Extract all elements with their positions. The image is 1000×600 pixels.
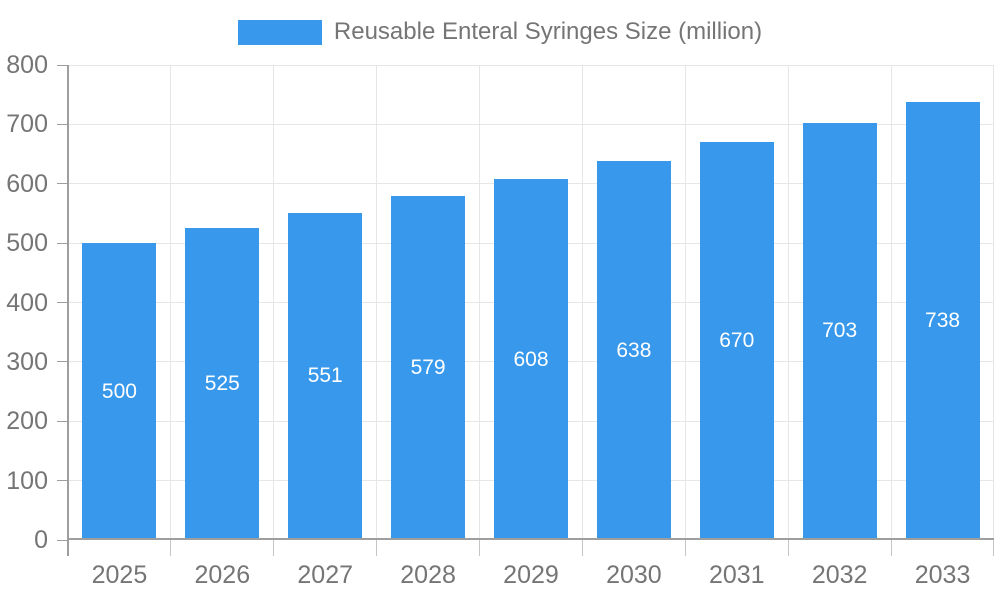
x-tick: [581, 540, 583, 556]
x-tick: [684, 540, 686, 556]
bar-value-label: 500: [101, 379, 137, 403]
x-gridline: [479, 65, 481, 540]
y-tick: [57, 123, 68, 125]
plot-area: 0 100 200 300 400 500 600 700 800 500 2025 525 2026 5…: [6, 51, 994, 589]
x-gridline: [273, 65, 275, 540]
bar[interactable]: 738: [905, 101, 980, 540]
x-tick-label: 2029: [503, 561, 559, 589]
x-gridline: [684, 65, 686, 540]
x-tick-label: 2031: [708, 561, 765, 589]
y-tick-label: 400: [6, 288, 48, 317]
x-tick-label: 2033: [914, 561, 971, 589]
y-tick: [57, 480, 68, 482]
x-gridline: [170, 65, 172, 540]
legend-label: Reusable Enteral Syringes Size (million): [333, 18, 763, 45]
x-gridline: [890, 65, 892, 540]
bar-value-label: 703: [822, 319, 858, 343]
bar-value-label: 525: [204, 372, 240, 396]
y-tick-label: 300: [6, 347, 48, 376]
y-tick-label: 700: [6, 110, 48, 139]
y-tick: [57, 242, 68, 244]
bar-value-label: 551: [307, 364, 343, 388]
x-gridline: [787, 65, 789, 540]
x-gridline: [992, 65, 994, 540]
x-tick: [170, 540, 172, 556]
y-tick: [57, 64, 68, 66]
x-tick: [376, 540, 378, 556]
bar[interactable]: 703: [802, 122, 877, 540]
legend-swatch-icon: [237, 19, 322, 45]
x-tick-label: 2032: [811, 561, 868, 589]
y-gridline: [68, 123, 994, 125]
x-tick: [273, 540, 275, 556]
bar-value-label: 579: [410, 356, 446, 380]
x-tick: [787, 540, 789, 556]
x-tick-label: 2027: [297, 561, 354, 589]
y-tick-label: 600: [6, 169, 48, 198]
y-tick: [57, 302, 68, 303]
bar-value-label: 638: [616, 338, 652, 362]
x-tick: [992, 540, 994, 556]
y-tick-label: 800: [6, 51, 48, 79]
x-tick-label: 2028: [400, 561, 456, 589]
y-tick: [57, 539, 68, 541]
bar[interactable]: 525: [185, 228, 260, 540]
bar-value-label: 608: [513, 347, 549, 371]
bar-value-label: 670: [719, 329, 755, 353]
y-tick-label: 500: [6, 229, 48, 258]
legend[interactable]: Reusable Enteral Syringes Size (million): [0, 14, 1000, 50]
x-tick: [479, 540, 481, 556]
x-tick: [890, 540, 892, 556]
y-tick: [57, 420, 68, 422]
x-gridline: [581, 65, 583, 540]
bar[interactable]: 608: [494, 179, 568, 540]
y-tick: [57, 183, 68, 185]
x-axis-line: [67, 538, 994, 540]
bar-value-label: 738: [925, 308, 961, 332]
x-tick-label: 2026: [194, 561, 251, 589]
x-tick-label: 2025: [91, 561, 148, 589]
y-tick-label: 0: [34, 526, 48, 554]
y-gridline: [68, 64, 994, 66]
bar[interactable]: 638: [596, 161, 671, 540]
x-tick-label: 2030: [606, 561, 662, 589]
y-tick-label: 100: [6, 466, 48, 495]
y-tick: [57, 361, 68, 363]
bar[interactable]: 551: [288, 212, 363, 540]
y-tick-label: 200: [6, 407, 48, 436]
bar[interactable]: 670: [699, 142, 774, 540]
y-axis-line: [67, 65, 69, 556]
bar[interactable]: 500: [82, 243, 157, 540]
bar[interactable]: 579: [391, 196, 466, 540]
x-gridline: [376, 65, 378, 540]
